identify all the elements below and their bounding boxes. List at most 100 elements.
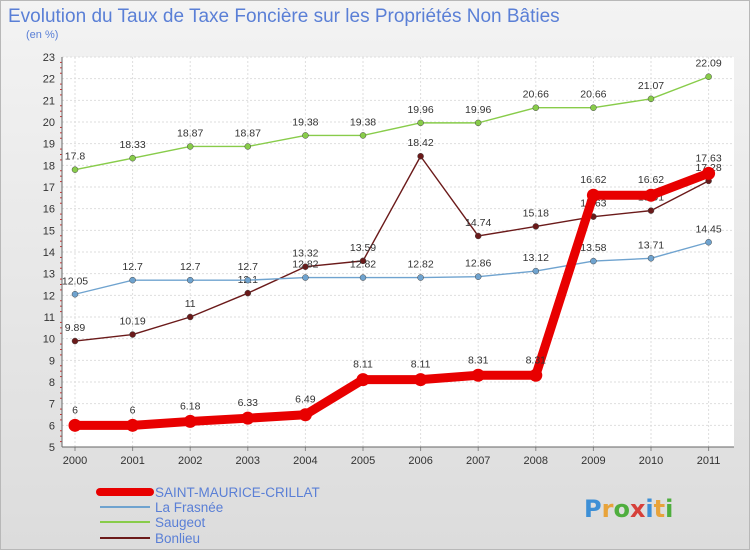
data-label: 18.87 xyxy=(235,127,261,139)
data-point xyxy=(414,373,428,387)
y-tick-label: 19 xyxy=(43,139,55,151)
data-label: 17.63 xyxy=(695,152,721,164)
data-label: 20.66 xyxy=(580,89,606,101)
logo-letter: i xyxy=(665,495,673,523)
y-tick-label: 12 xyxy=(43,290,55,302)
data-label: 15.18 xyxy=(523,207,549,219)
data-point xyxy=(186,313,194,321)
data-label: 6.33 xyxy=(238,397,259,409)
y-tick-label: 23 xyxy=(43,52,55,64)
y-tick-label: 16 xyxy=(43,204,55,216)
logo-letter: i xyxy=(645,495,653,523)
series-layer: 9.8910.191112.113.3213.5918.4214.7415.18… xyxy=(62,58,722,432)
data-point xyxy=(532,104,540,111)
x-tick-label: 2003 xyxy=(236,455,260,467)
logo-text: Proxiti xyxy=(584,495,673,523)
data-label: 12.05 xyxy=(62,275,88,287)
data-point xyxy=(302,132,309,139)
data-label: 12.82 xyxy=(292,259,318,271)
series-line xyxy=(74,155,710,342)
data-label: 14.45 xyxy=(695,223,721,235)
data-point xyxy=(417,274,424,281)
data-label: 8.31 xyxy=(526,354,547,366)
data-point xyxy=(359,274,367,281)
data-label: 13.32 xyxy=(292,248,318,260)
data-point xyxy=(474,119,482,127)
x-tick-label: 2001 xyxy=(120,455,144,467)
logo-letter: P xyxy=(584,495,602,523)
x-tick-label: 2002 xyxy=(178,455,202,467)
data-point xyxy=(302,263,309,270)
legend-label: Bonlieu xyxy=(155,531,200,546)
data-point xyxy=(590,257,597,265)
data-label: 13.59 xyxy=(350,242,376,254)
data-label: 16.62 xyxy=(580,174,606,186)
data-point xyxy=(705,239,712,246)
x-tick-label: 2010 xyxy=(639,455,663,467)
y-tick-label: 20 xyxy=(43,117,55,129)
data-label: 12.7 xyxy=(180,261,201,273)
data-point xyxy=(586,188,600,202)
series-line xyxy=(70,168,714,430)
data-label: 13.12 xyxy=(523,252,549,264)
data-point xyxy=(183,414,197,428)
y-tick-label: 18 xyxy=(43,160,55,172)
y-tick-label: 22 xyxy=(43,74,55,86)
series-saint-maurice-crillat: 6 6 6.18 6.33 6.49 8.11 8.11 8.31 8.31 16.62 16.62… xyxy=(68,152,722,432)
data-point xyxy=(359,132,367,139)
data-label: 22.09 xyxy=(695,58,721,70)
y-tick-label: 6 xyxy=(49,420,55,432)
data-point xyxy=(644,188,658,202)
data-point xyxy=(302,274,309,281)
y-tick-label: 8 xyxy=(49,377,55,389)
logo-letter: r xyxy=(602,495,614,523)
series-line xyxy=(74,241,710,295)
x-tick-label: 2009 xyxy=(581,455,605,467)
data-point xyxy=(71,291,79,298)
data-label: 19.96 xyxy=(407,104,433,116)
data-point xyxy=(244,289,252,297)
data-label: 17.8 xyxy=(65,151,86,163)
data-label: 8.31 xyxy=(468,354,489,366)
series-la-frasn-e: 12.05 12.7 12.7 12.7 12.82 12.82 12.82 12.86 13.… xyxy=(62,223,722,298)
data-point xyxy=(71,166,79,173)
data-label: 6.18 xyxy=(180,400,201,412)
y-tick-label: 11 xyxy=(44,312,55,324)
series-saugeot: 17.8 18.33 18.87 18.87 19.38 19.38 19.96 19.96 2… xyxy=(65,58,722,173)
data-point xyxy=(647,255,655,262)
data-point xyxy=(471,368,485,382)
data-label: 12.7 xyxy=(122,261,143,273)
data-point xyxy=(356,373,370,387)
data-point xyxy=(647,207,655,214)
data-label: 12.82 xyxy=(350,259,376,271)
y-tick-label: 15 xyxy=(43,225,55,237)
data-label: 6 xyxy=(130,404,136,416)
data-label: 18.33 xyxy=(119,139,145,151)
x-tick-label: 2000 xyxy=(63,455,87,467)
y-tick-label: 5 xyxy=(49,442,55,454)
axes: 5 6 7 8 9 10 11 12 13 14 15 16 17 18 19 20 21 22 23 2000 200… xyxy=(43,52,734,467)
data-label: 18.42 xyxy=(407,137,433,149)
data-label: 20.66 xyxy=(523,89,549,101)
data-label: 14.74 xyxy=(465,217,491,229)
data-point xyxy=(129,276,136,284)
data-point xyxy=(126,418,140,432)
data-label: 18.87 xyxy=(177,127,203,139)
y-tick-label: 9 xyxy=(49,355,55,367)
data-point xyxy=(417,119,424,127)
y-tick-label: 14 xyxy=(43,247,55,259)
data-label: 19.38 xyxy=(350,116,376,128)
data-point xyxy=(359,257,367,265)
x-tick-label: 2011 xyxy=(697,455,721,467)
data-label: 19.96 xyxy=(465,104,491,116)
y-tick-label: 17 xyxy=(43,182,55,194)
data-point xyxy=(186,143,194,150)
data-point xyxy=(702,166,716,180)
data-point xyxy=(474,232,482,240)
data-label: 6 xyxy=(72,404,78,416)
chart-subtitle: (en %) xyxy=(26,29,58,41)
data-point xyxy=(647,95,655,103)
logo-letter: o xyxy=(613,495,630,523)
y-tick-label: 7 xyxy=(49,399,55,411)
